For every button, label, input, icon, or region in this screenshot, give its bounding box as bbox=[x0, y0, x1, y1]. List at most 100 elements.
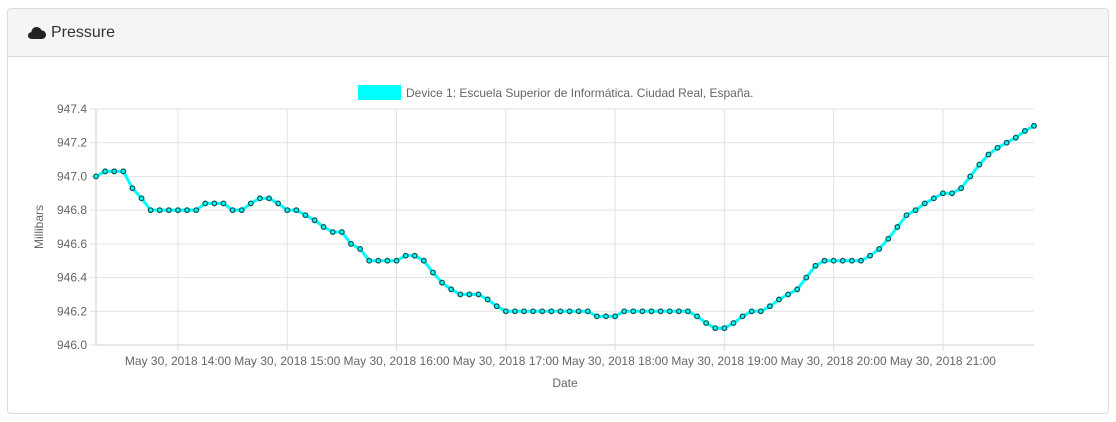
data-point bbox=[211, 200, 218, 207]
y-tick-label: 947.4 bbox=[57, 102, 87, 116]
data-point bbox=[739, 313, 746, 320]
data-point bbox=[985, 151, 992, 158]
data-point bbox=[102, 168, 109, 175]
data-point bbox=[958, 185, 965, 192]
data-point bbox=[229, 207, 236, 214]
data-point bbox=[566, 308, 573, 315]
data-point bbox=[466, 291, 473, 298]
data-point bbox=[311, 217, 318, 224]
panel-title: Pressure bbox=[51, 23, 116, 41]
x-axis-title: Date bbox=[552, 376, 578, 390]
data-point bbox=[766, 303, 773, 310]
data-point bbox=[548, 308, 555, 315]
data-point bbox=[357, 245, 364, 252]
data-point bbox=[539, 308, 546, 315]
data-point bbox=[338, 229, 345, 236]
data-point bbox=[430, 269, 436, 276]
cloud-icon bbox=[28, 26, 46, 39]
data-point bbox=[939, 190, 946, 197]
data-point bbox=[175, 207, 181, 214]
data-point bbox=[666, 308, 673, 315]
data-point bbox=[612, 313, 619, 320]
legend-label: Device 1: Escuela Superior de Informátic… bbox=[406, 86, 754, 100]
data-point bbox=[921, 200, 928, 207]
data-point bbox=[1031, 122, 1037, 129]
data-point bbox=[511, 308, 518, 315]
data-point bbox=[748, 308, 755, 315]
data-point bbox=[493, 303, 500, 310]
data-point bbox=[839, 257, 846, 264]
data-point bbox=[1021, 127, 1028, 134]
data-point bbox=[147, 207, 154, 214]
y-tick-label: 946.4 bbox=[57, 271, 87, 285]
data-point bbox=[930, 195, 937, 202]
data-point bbox=[976, 161, 983, 168]
data-point bbox=[630, 308, 637, 315]
data-point bbox=[111, 168, 118, 175]
y-tick-label: 946.8 bbox=[57, 203, 87, 217]
data-point bbox=[266, 195, 272, 202]
series-line bbox=[95, 124, 1035, 330]
legend-swatch bbox=[358, 85, 401, 100]
data-point bbox=[448, 286, 455, 293]
x-tick-label: May 30, 2018 18:00 bbox=[562, 354, 668, 368]
data-point bbox=[830, 257, 837, 264]
data-point bbox=[712, 325, 719, 332]
data-point bbox=[684, 308, 691, 315]
y-tick-label: 946.2 bbox=[57, 304, 87, 318]
data-point bbox=[502, 308, 509, 315]
data-point bbox=[1012, 134, 1019, 141]
data-point bbox=[730, 320, 737, 327]
data-point bbox=[184, 207, 191, 214]
data-point bbox=[794, 286, 801, 293]
data-point bbox=[876, 245, 883, 252]
data-point bbox=[129, 185, 136, 192]
data-point bbox=[256, 195, 263, 202]
data-point bbox=[858, 257, 864, 264]
y-tick-label: 947.0 bbox=[57, 169, 87, 183]
data-point bbox=[293, 207, 300, 214]
data-point bbox=[657, 308, 664, 315]
y-tick-label: 946.0 bbox=[57, 338, 87, 352]
data-point bbox=[785, 291, 792, 298]
data-point bbox=[156, 207, 163, 214]
data-point bbox=[530, 308, 537, 315]
data-point bbox=[648, 308, 655, 315]
x-tick-label: May 30, 2018 15:00 bbox=[234, 354, 340, 368]
data-point bbox=[402, 252, 409, 259]
data-point bbox=[994, 144, 1001, 151]
data-point bbox=[247, 200, 254, 207]
data-point bbox=[721, 325, 728, 332]
data-point bbox=[411, 252, 418, 259]
data-point bbox=[675, 308, 682, 315]
data-point bbox=[639, 308, 646, 315]
x-tick-label: May 30, 2018 17:00 bbox=[453, 354, 559, 368]
data-point bbox=[193, 207, 200, 214]
data-point bbox=[803, 274, 810, 281]
data-point bbox=[821, 257, 828, 264]
data-point bbox=[284, 207, 291, 214]
data-point bbox=[521, 308, 527, 315]
data-point bbox=[120, 168, 127, 175]
data-point bbox=[202, 200, 209, 207]
data-point bbox=[867, 252, 874, 259]
y-axis-title: Millibars bbox=[32, 205, 46, 249]
data-point bbox=[812, 262, 819, 269]
data-point bbox=[885, 235, 892, 242]
x-tick-label: May 30, 2018 19:00 bbox=[671, 354, 777, 368]
data-point bbox=[238, 207, 245, 214]
data-point bbox=[393, 257, 400, 264]
data-point bbox=[848, 257, 855, 264]
data-point bbox=[967, 173, 974, 180]
data-point bbox=[475, 291, 482, 298]
data-point bbox=[420, 257, 427, 264]
data-point bbox=[138, 195, 145, 202]
data-point bbox=[1003, 139, 1010, 146]
data-point bbox=[593, 313, 600, 320]
data-point bbox=[584, 308, 591, 315]
data-point bbox=[384, 257, 391, 264]
data-point bbox=[903, 212, 910, 219]
data-point bbox=[93, 173, 99, 180]
data-point bbox=[220, 200, 227, 207]
